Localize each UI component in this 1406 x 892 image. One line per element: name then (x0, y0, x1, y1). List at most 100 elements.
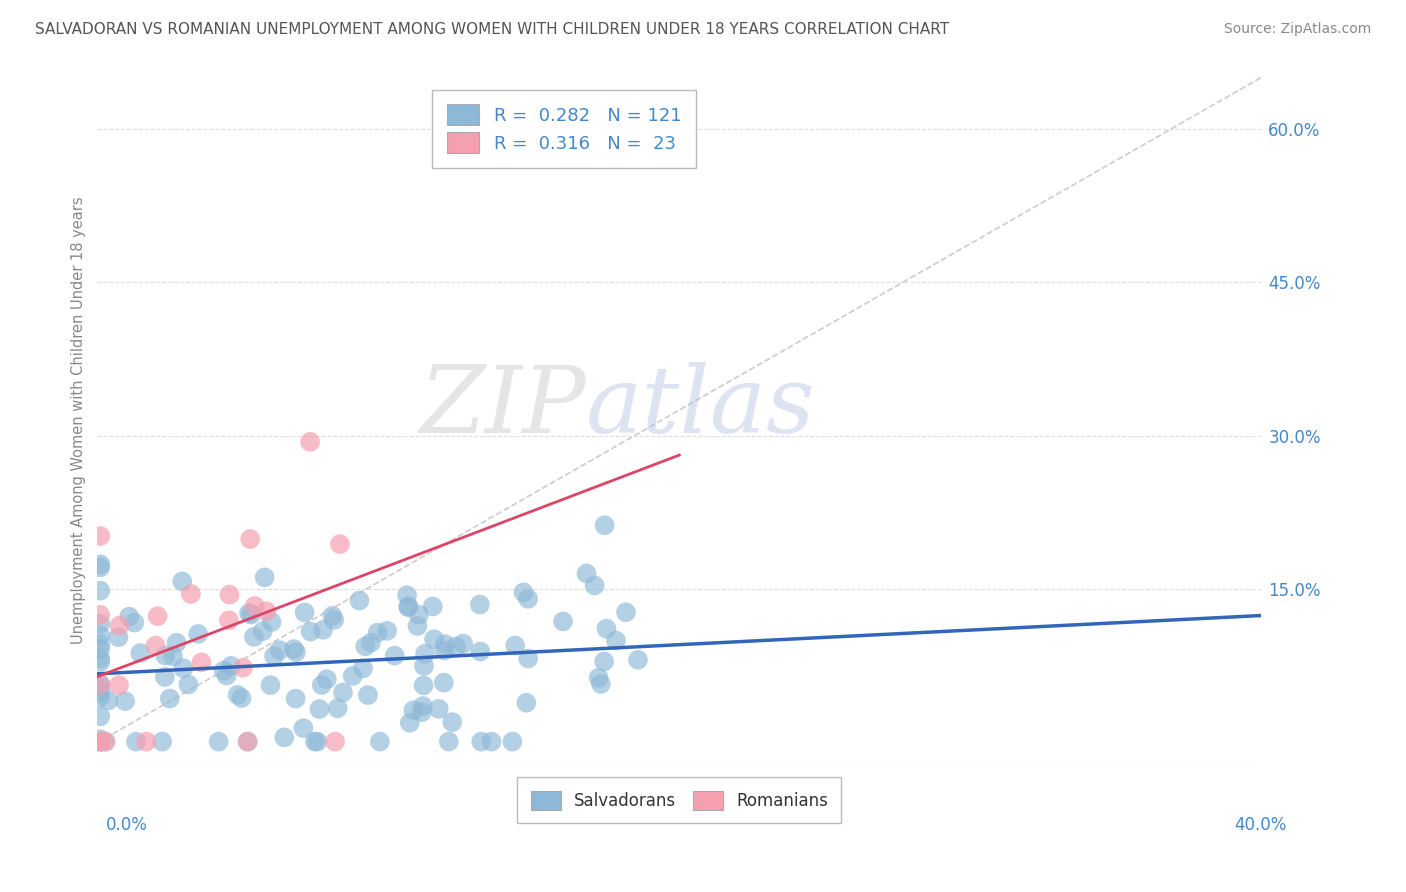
Point (292, 721, 315, 735)
Point (273, 731, 295, 745)
Text: 0.0%: 0.0% (105, 816, 148, 834)
Point (177, 677, 200, 691)
Point (589, 677, 612, 691)
Point (614, 605, 637, 619)
Point (89, 677, 111, 691)
Point (367, 625, 389, 640)
Text: 40.0%: 40.0% (1234, 816, 1286, 834)
Point (89, 560, 111, 574)
Point (153, 670, 176, 684)
Point (162, 649, 184, 664)
Point (212, 664, 235, 678)
Point (413, 658, 436, 673)
Point (89, 677, 111, 691)
Point (357, 688, 380, 702)
Point (118, 609, 141, 624)
Point (89, 734, 111, 748)
Point (423, 632, 446, 647)
Point (512, 585, 534, 599)
Point (252, 624, 274, 639)
Point (190, 656, 212, 670)
Point (422, 599, 444, 614)
Point (236, 734, 259, 748)
Point (470, 644, 492, 658)
Point (236, 734, 259, 748)
Point (89, 734, 111, 748)
Point (145, 639, 167, 653)
Point (323, 613, 346, 627)
Point (321, 608, 343, 623)
Point (187, 627, 209, 641)
Point (238, 606, 260, 620)
Point (89, 651, 111, 665)
Point (384, 648, 406, 663)
Point (172, 661, 194, 675)
Point (308, 702, 330, 716)
Point (294, 606, 316, 620)
Point (232, 661, 254, 675)
Point (89, 641, 111, 656)
Legend: Salvadorans, Romanians: Salvadorans, Romanians (517, 778, 841, 823)
Point (108, 678, 131, 692)
Point (285, 645, 308, 659)
Point (89, 734, 111, 748)
Point (433, 637, 456, 651)
Point (107, 630, 129, 644)
Point (517, 591, 540, 606)
Point (150, 734, 173, 748)
Point (329, 537, 352, 551)
Point (437, 734, 460, 748)
Point (593, 655, 616, 669)
Point (93, 734, 115, 748)
Point (155, 648, 177, 663)
Point (159, 691, 181, 706)
Point (89, 529, 111, 543)
Point (395, 588, 418, 602)
Point (360, 636, 382, 650)
Point (284, 691, 307, 706)
Point (89, 628, 111, 642)
Point (89, 679, 111, 693)
Point (413, 647, 436, 661)
Point (243, 599, 266, 613)
Point (215, 668, 238, 682)
Point (323, 734, 346, 748)
Point (269, 643, 291, 657)
Point (398, 715, 420, 730)
Point (89, 690, 111, 705)
Point (349, 593, 371, 607)
Point (283, 642, 305, 657)
Point (593, 518, 616, 533)
Point (89, 607, 111, 622)
Point (412, 699, 434, 714)
Point (352, 661, 374, 675)
Point (299, 624, 322, 639)
Point (368, 734, 391, 748)
Point (411, 705, 433, 719)
Point (259, 678, 281, 692)
Point (135, 734, 157, 748)
Y-axis label: Unemployment Among Women with Children Under 18 years: Unemployment Among Women with Children U… (72, 196, 86, 644)
Point (89, 583, 111, 598)
Point (180, 587, 202, 601)
Point (89, 732, 111, 747)
Text: Source: ZipAtlas.com: Source: ZipAtlas.com (1223, 22, 1371, 37)
Point (451, 637, 474, 651)
Point (219, 658, 242, 673)
Point (501, 734, 523, 748)
Point (226, 688, 249, 702)
Point (256, 604, 278, 618)
Point (627, 653, 650, 667)
Point (124, 615, 146, 630)
Point (583, 578, 606, 592)
Point (125, 734, 148, 748)
Point (398, 599, 420, 614)
Point (315, 672, 337, 686)
Point (402, 703, 425, 717)
Point (515, 696, 537, 710)
Text: ZIP: ZIP (419, 361, 586, 451)
Point (354, 640, 377, 654)
Point (89, 685, 111, 699)
Point (89, 637, 111, 651)
Point (408, 607, 430, 622)
